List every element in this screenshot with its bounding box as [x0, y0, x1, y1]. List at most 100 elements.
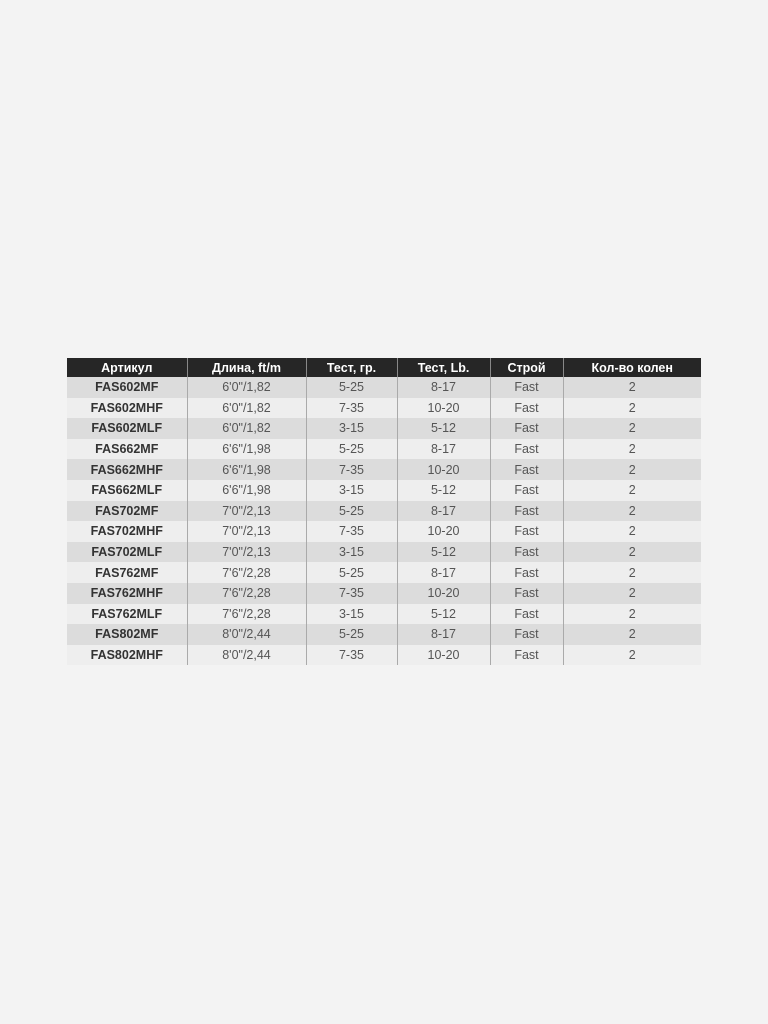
cell-test-gr: 7-35 — [306, 582, 398, 604]
cell-article: FAS702MLF — [67, 541, 188, 563]
cell-sections: 2 — [563, 582, 701, 604]
cell-test-gr: 7-35 — [306, 397, 398, 419]
cell-sections: 2 — [563, 562, 701, 583]
cell-action: Fast — [490, 603, 564, 625]
cell-article: FAS702MHF — [67, 521, 188, 542]
cell-article: FAS802MHF — [67, 644, 188, 666]
table-row: FAS702MHF 7'0"/2,13 7-35 10-20 Fast 2 — [67, 521, 701, 542]
table-row: FAS602MLF 6'0"/1,82 3-15 5-12 Fast 2 — [67, 418, 701, 439]
cell-length: 6'0"/1,82 — [187, 377, 307, 398]
cell-test-lb: 5-12 — [397, 541, 491, 563]
table-row: FAS702MF 7'0"/2,13 5-25 8-17 Fast 2 — [67, 500, 701, 522]
cell-action: Fast — [490, 438, 564, 460]
cell-sections: 2 — [563, 603, 701, 625]
cell-length: 7'0"/2,13 — [187, 541, 307, 563]
cell-test-gr: 3-15 — [306, 603, 398, 625]
cell-test-gr: 7-35 — [306, 459, 398, 480]
cell-action: Fast — [490, 418, 564, 439]
cell-length: 7'6"/2,28 — [187, 562, 307, 583]
cell-action: Fast — [490, 377, 564, 398]
cell-action: Fast — [490, 582, 564, 604]
cell-length: 6'6"/1,98 — [187, 438, 307, 460]
specs-table: Артикул Длина, ft/m Тест, гр. Тест, Lb. … — [67, 358, 701, 666]
table-row: FAS702MLF 7'0"/2,13 3-15 5-12 Fast 2 — [67, 541, 701, 563]
cell-article: FAS602MF — [67, 377, 188, 398]
cell-test-lb: 10-20 — [397, 397, 491, 419]
cell-length: 7'6"/2,28 — [187, 582, 307, 604]
header-sections: Кол-во колен — [563, 358, 701, 377]
cell-action: Fast — [490, 500, 564, 522]
cell-action: Fast — [490, 624, 564, 645]
cell-sections: 2 — [563, 459, 701, 480]
cell-test-lb: 10-20 — [397, 459, 491, 480]
cell-sections: 2 — [563, 541, 701, 563]
cell-test-lb: 10-20 — [397, 644, 491, 666]
table-row: FAS602MF 6'0"/1,82 5-25 8-17 Fast 2 — [67, 377, 701, 398]
cell-length: 6'0"/1,82 — [187, 397, 307, 419]
cell-sections: 2 — [563, 521, 701, 542]
table-row: FAS662MLF 6'6"/1,98 3-15 5-12 Fast 2 — [67, 479, 701, 501]
cell-test-lb: 10-20 — [397, 521, 491, 542]
cell-test-gr: 5-25 — [306, 624, 398, 645]
cell-sections: 2 — [563, 644, 701, 666]
cell-length: 7'0"/2,13 — [187, 521, 307, 542]
header-test-lb: Тест, Lb. — [397, 358, 491, 377]
cell-length: 6'0"/1,82 — [187, 418, 307, 439]
cell-sections: 2 — [563, 377, 701, 398]
cell-article: FAS602MHF — [67, 397, 188, 419]
header-action: Строй — [490, 358, 564, 377]
cell-sections: 2 — [563, 397, 701, 419]
cell-test-lb: 5-12 — [397, 603, 491, 625]
cell-article: FAS802MF — [67, 624, 188, 645]
cell-article: FAS662MLF — [67, 479, 188, 501]
cell-test-lb: 8-17 — [397, 624, 491, 645]
table-row: FAS802MF 8'0"/2,44 5-25 8-17 Fast 2 — [67, 624, 701, 645]
cell-test-gr: 7-35 — [306, 521, 398, 542]
header-row: Артикул Длина, ft/m Тест, гр. Тест, Lb. … — [67, 358, 701, 377]
cell-test-gr: 5-25 — [306, 562, 398, 583]
table-row: FAS802MHF 8'0"/2,44 7-35 10-20 Fast 2 — [67, 644, 701, 666]
cell-test-lb: 8-17 — [397, 377, 491, 398]
cell-article: FAS762MHF — [67, 582, 188, 604]
cell-sections: 2 — [563, 624, 701, 645]
cell-action: Fast — [490, 644, 564, 666]
cell-sections: 2 — [563, 418, 701, 439]
table-row: FAS662MF 6'6"/1,98 5-25 8-17 Fast 2 — [67, 438, 701, 460]
table-row: FAS662MHF 6'6"/1,98 7-35 10-20 Fast 2 — [67, 459, 701, 480]
cell-test-gr: 3-15 — [306, 479, 398, 501]
cell-article: FAS602MLF — [67, 418, 188, 439]
table-row: FAS762MLF 7'6"/2,28 3-15 5-12 Fast 2 — [67, 603, 701, 625]
cell-length: 8'0"/2,44 — [187, 644, 307, 666]
cell-action: Fast — [490, 479, 564, 501]
table-row: FAS762MHF 7'6"/2,28 7-35 10-20 Fast 2 — [67, 582, 701, 604]
cell-action: Fast — [490, 459, 564, 480]
table-row: FAS602MHF 6'0"/1,82 7-35 10-20 Fast 2 — [67, 397, 701, 419]
cell-action: Fast — [490, 541, 564, 563]
cell-test-gr: 5-25 — [306, 377, 398, 398]
cell-test-lb: 8-17 — [397, 562, 491, 583]
cell-action: Fast — [490, 521, 564, 542]
table-row: FAS762MF 7'6"/2,28 5-25 8-17 Fast 2 — [67, 562, 701, 583]
header-article: Артикул — [67, 358, 188, 377]
header-test-gr: Тест, гр. — [306, 358, 398, 377]
cell-article: FAS762MLF — [67, 603, 188, 625]
cell-test-lb: 8-17 — [397, 500, 491, 522]
cell-test-lb: 10-20 — [397, 582, 491, 604]
cell-test-lb: 8-17 — [397, 438, 491, 460]
cell-sections: 2 — [563, 500, 701, 522]
cell-length: 8'0"/2,44 — [187, 624, 307, 645]
cell-test-lb: 5-12 — [397, 418, 491, 439]
header-length: Длина, ft/m — [187, 358, 307, 377]
cell-length: 6'6"/1,98 — [187, 459, 307, 480]
cell-test-gr: 5-25 — [306, 438, 398, 460]
cell-test-gr: 3-15 — [306, 541, 398, 563]
cell-test-gr: 7-35 — [306, 644, 398, 666]
cell-action: Fast — [490, 562, 564, 583]
cell-length: 7'0"/2,13 — [187, 500, 307, 522]
cell-test-gr: 5-25 — [306, 500, 398, 522]
cell-length: 6'6"/1,98 — [187, 479, 307, 501]
cell-sections: 2 — [563, 438, 701, 460]
cell-test-lb: 5-12 — [397, 479, 491, 501]
cell-article: FAS662MF — [67, 438, 188, 460]
cell-sections: 2 — [563, 479, 701, 501]
